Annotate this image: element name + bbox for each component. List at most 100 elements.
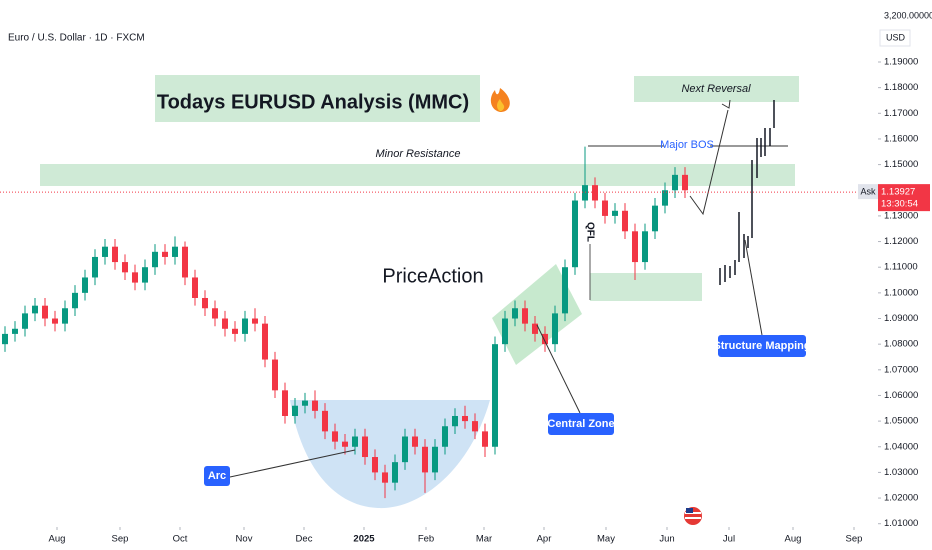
candle-body	[342, 441, 348, 447]
candle-body	[492, 344, 498, 447]
candle-body	[292, 405, 298, 416]
candle-body	[542, 333, 548, 345]
candle-body	[622, 210, 628, 232]
candle-body	[212, 308, 218, 319]
candle-body	[522, 308, 528, 324]
candle-body	[172, 246, 178, 257]
y-tick-label: 1.02000	[884, 493, 918, 504]
candle-body	[312, 400, 318, 411]
candle-body	[662, 190, 668, 206]
candle-body	[532, 323, 538, 334]
central-tag	[548, 413, 614, 435]
candle-body	[452, 415, 458, 427]
candle-body	[252, 318, 258, 324]
candle-body	[672, 174, 678, 191]
candle-body	[282, 390, 288, 416]
candle-body	[182, 246, 188, 278]
minor-resistance-label: Minor Resistance	[376, 148, 461, 160]
candle-body	[112, 246, 118, 263]
x-tick-label: Apr	[537, 534, 552, 545]
candle-body	[432, 446, 438, 473]
candle-body	[582, 185, 588, 201]
y-tick-label: 1.09000	[884, 313, 918, 324]
candle-body	[412, 436, 418, 447]
y-tick-label: 1.04000	[884, 441, 918, 452]
candle-body	[162, 251, 168, 257]
candle-body	[102, 246, 108, 257]
candle-body	[322, 410, 328, 432]
arc-zone	[290, 400, 490, 509]
ask-label: Ask	[860, 187, 876, 197]
symbol: Euro / U.S. Dollar · 1D · FXCM	[8, 33, 145, 44]
projection-arrow	[721, 99, 731, 109]
countdown: 13:30:54	[881, 199, 918, 210]
candle-body	[242, 318, 248, 334]
currency-box	[879, 29, 911, 47]
bos-label: Major BOS	[660, 139, 714, 151]
next-reversal-box	[634, 76, 799, 102]
candle-body	[302, 400, 308, 406]
ask-box	[858, 184, 878, 200]
flag-icon	[684, 507, 702, 525]
candle-body	[512, 308, 518, 319]
candle-body	[632, 231, 638, 263]
candle-body	[392, 462, 398, 483]
candle-body	[642, 231, 648, 263]
candle-body	[462, 415, 468, 422]
candle-body	[352, 436, 358, 447]
price-action-label: PriceAction	[382, 265, 483, 287]
candle-body	[652, 205, 658, 232]
price-axis	[878, 0, 932, 550]
candle-body	[202, 297, 208, 309]
y-tick-label: 1.08000	[884, 339, 918, 350]
candle-body	[472, 421, 478, 432]
qfl-label: QFL	[584, 222, 595, 242]
candle-body	[132, 272, 138, 283]
candle-body	[572, 200, 578, 268]
next-reversal-label: Next Reversal	[681, 83, 751, 95]
title-box	[155, 75, 480, 122]
candle-body	[52, 318, 58, 324]
candle-body	[482, 431, 488, 447]
central-pointer	[536, 324, 581, 414]
title: Todays EURUSD Analysis (MMC)	[157, 91, 469, 113]
arc-pointer	[229, 449, 356, 478]
y-tick-label: 1.01000	[884, 518, 918, 529]
x-tick-label: Jun	[659, 534, 674, 545]
price-label: 1.13927	[881, 187, 915, 198]
y-tick-label: 1.17000	[884, 108, 918, 119]
candle-body	[332, 431, 338, 442]
top-scale-label: 3,200.00000	[884, 10, 932, 20]
demand-zone	[590, 273, 702, 301]
x-tick-label: Nov	[236, 534, 253, 545]
candle-body	[62, 308, 68, 324]
candle-body	[442, 426, 448, 447]
y-tick-label: 1.11000	[884, 262, 918, 273]
y-tick-label: 1.12000	[884, 236, 918, 247]
candle-body	[612, 210, 618, 216]
candle-body	[142, 267, 148, 283]
x-tick-label: 2025	[353, 534, 375, 545]
candle-body	[262, 323, 268, 360]
y-tick-label: 1.10000	[884, 287, 918, 298]
candle-body	[552, 313, 558, 345]
structure-pointer	[744, 239, 763, 336]
price-box	[878, 184, 930, 212]
central-label: Central Zone	[547, 418, 614, 430]
x-tick-label: Sep	[112, 534, 129, 545]
y-tick-label: 1.13000	[884, 210, 918, 221]
candle-body	[602, 200, 608, 216]
candle-body	[502, 318, 508, 345]
bos-label-bg	[664, 138, 710, 152]
x-tick-label: Sep	[846, 534, 863, 545]
candle-body	[402, 436, 408, 463]
candle-body	[272, 359, 278, 391]
candle-body	[592, 185, 598, 201]
candle-body	[152, 251, 158, 268]
y-tick-label: 1.16000	[884, 133, 918, 144]
candle-body	[422, 446, 428, 473]
x-tick-label: Oct	[173, 534, 188, 545]
y-tick-label: 1.19000	[884, 57, 918, 68]
x-tick-label: Aug	[49, 534, 66, 545]
